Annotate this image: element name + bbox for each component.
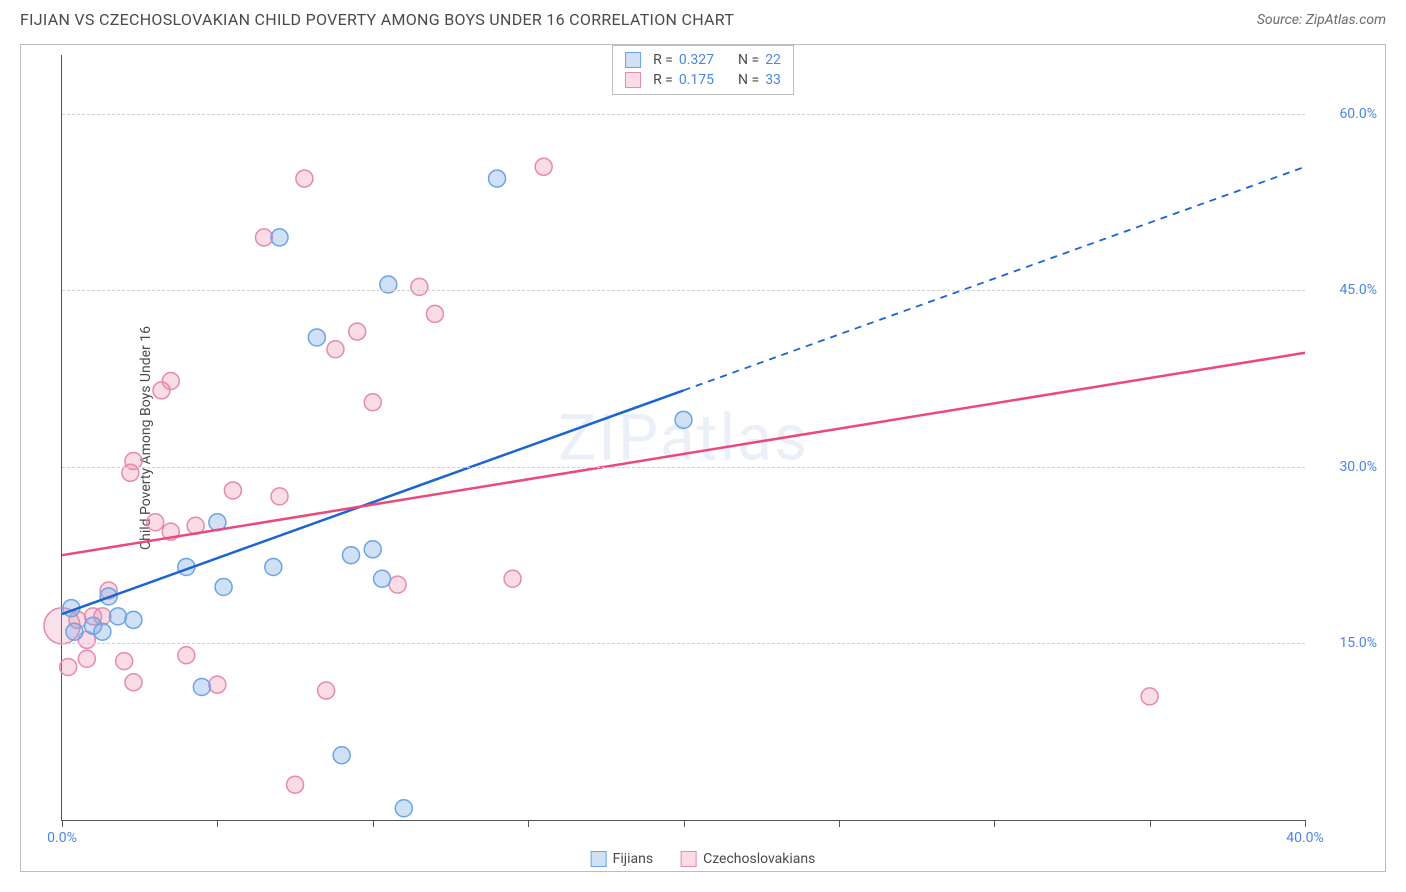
trend-line-extrapolated: [684, 167, 1306, 391]
data-point: [426, 305, 443, 322]
data-point: [395, 800, 412, 817]
trend-line: [62, 353, 1305, 555]
data-point: [342, 547, 359, 564]
chart-container: Child Poverty Among Boys Under 16 ZIPatl…: [20, 44, 1386, 872]
x-tick-label: 0.0%: [47, 830, 77, 846]
legend-label-fijians: Fijians: [613, 851, 653, 867]
data-point: [364, 541, 381, 558]
data-point: [333, 747, 350, 764]
bottom-legend: Fijians Czechoslovakians: [591, 851, 816, 867]
x-tick-mark: [1150, 820, 1151, 827]
plot-area: Child Poverty Among Boys Under 16 ZIPatl…: [61, 55, 1305, 821]
grid-line: [62, 114, 1305, 115]
y-tick-label: 30.0%: [1317, 459, 1377, 475]
data-point: [504, 570, 521, 587]
data-point: [411, 278, 428, 295]
data-point: [116, 653, 133, 670]
data-point: [308, 329, 325, 346]
data-point: [60, 659, 77, 676]
x-tick-mark: [217, 820, 218, 827]
x-tick-mark: [1305, 820, 1306, 827]
n-value: 33: [765, 72, 781, 88]
x-tick-mark: [839, 820, 840, 827]
x-tick-mark: [684, 820, 685, 827]
data-point: [125, 611, 142, 628]
data-point: [255, 229, 272, 246]
data-point: [296, 170, 313, 187]
grid-line: [62, 467, 1305, 468]
legend-label-czech: Czechoslovakians: [703, 851, 815, 867]
data-point: [125, 674, 142, 691]
stats-row-fijians: R = 0.327 N = 22: [625, 50, 781, 70]
data-point: [193, 679, 210, 696]
data-point: [1141, 688, 1158, 705]
grid-line: [62, 643, 1305, 644]
r-label: R =: [653, 52, 673, 68]
data-point: [209, 676, 226, 693]
data-point: [535, 158, 552, 175]
n-label: N =: [738, 72, 759, 88]
data-point: [271, 488, 288, 505]
r-value: 0.327: [679, 52, 714, 68]
y-tick-label: 15.0%: [1317, 635, 1377, 651]
r-value: 0.175: [679, 72, 714, 88]
data-point: [271, 229, 288, 246]
data-point: [675, 411, 692, 428]
data-point: [389, 576, 406, 593]
data-point: [265, 558, 282, 575]
x-tick-label: 40.0%: [1286, 830, 1324, 846]
y-tick-label: 45.0%: [1317, 282, 1377, 298]
data-point: [327, 341, 344, 358]
data-point: [178, 647, 195, 664]
swatch-fijians: [625, 52, 641, 68]
x-tick-mark: [994, 820, 995, 827]
chart-title: FIJIAN VS CZECHOSLOVAKIAN CHILD POVERTY …: [20, 10, 734, 29]
data-point: [489, 170, 506, 187]
data-point: [215, 578, 232, 595]
data-point: [364, 394, 381, 411]
grid-line: [62, 290, 1305, 291]
data-point: [78, 650, 95, 667]
n-value: 22: [765, 52, 781, 68]
x-tick-mark: [373, 820, 374, 827]
legend-item-czech: Czechoslovakians: [681, 851, 815, 867]
x-tick-mark: [62, 820, 63, 827]
plot-svg: [62, 55, 1305, 820]
trend-line: [62, 390, 684, 614]
source-label: Source: ZipAtlas.com: [1257, 12, 1386, 28]
stats-legend: R = 0.327 N = 22 R = 0.175 N = 33: [612, 45, 794, 95]
x-tick-mark: [528, 820, 529, 827]
data-point: [287, 776, 304, 793]
swatch-czech-icon: [681, 851, 697, 867]
n-label: N =: [738, 52, 759, 68]
legend-item-fijians: Fijians: [591, 851, 653, 867]
swatch-czech: [625, 72, 641, 88]
data-point: [147, 514, 164, 531]
data-point: [349, 323, 366, 340]
data-point: [94, 623, 111, 640]
y-tick-label: 60.0%: [1317, 106, 1377, 122]
data-point: [374, 570, 391, 587]
data-point: [224, 482, 241, 499]
stats-row-czech: R = 0.175 N = 33: [625, 70, 781, 90]
swatch-fijians-icon: [591, 851, 607, 867]
data-point: [162, 373, 179, 390]
r-label: R =: [653, 72, 673, 88]
data-point: [318, 682, 335, 699]
data-point: [66, 623, 83, 640]
data-point: [109, 608, 126, 625]
